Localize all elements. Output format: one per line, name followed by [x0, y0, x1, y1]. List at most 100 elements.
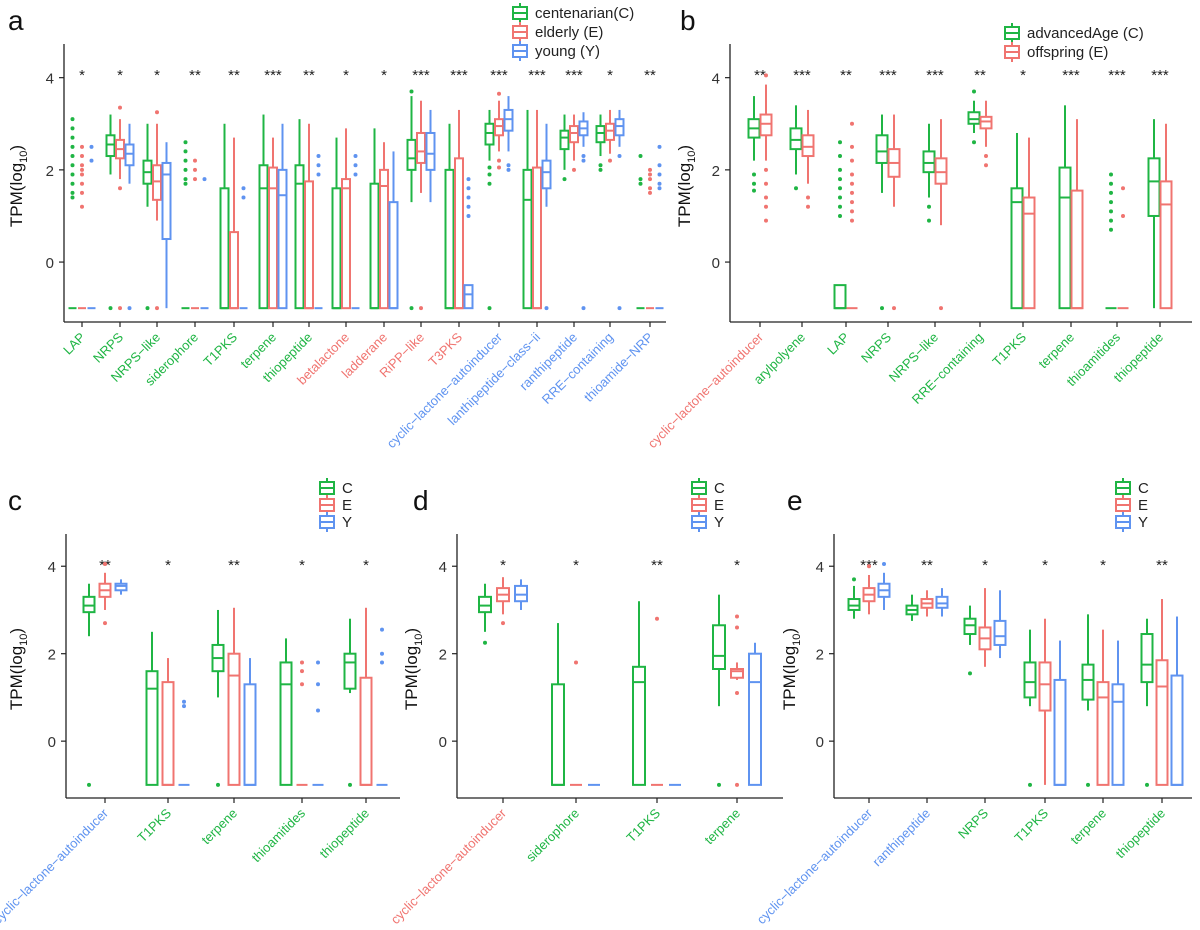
outlier-point [70, 144, 75, 149]
box-body [406, 138, 417, 171]
significance-label: ** [228, 67, 240, 84]
outlier-point [70, 195, 75, 200]
boxplot-blue [87, 144, 96, 310]
outlier-point [183, 181, 188, 186]
box-body [1147, 157, 1161, 217]
outlier-point [984, 154, 988, 159]
outlier-point [466, 204, 471, 209]
outlier-point [838, 204, 842, 209]
panel-letter: e [787, 485, 803, 516]
outlier-point [655, 616, 659, 621]
outlier-point [487, 172, 492, 177]
outlier-point [598, 163, 603, 168]
box-body [922, 150, 936, 174]
box-body [789, 127, 803, 151]
significance-label: ** [1156, 557, 1168, 574]
outlier-point [806, 204, 810, 209]
outlier-point [70, 117, 75, 122]
outlier-point [838, 167, 842, 172]
boxplot-green [145, 631, 159, 786]
boxplot-red [605, 109, 615, 163]
outlier-point [118, 186, 122, 191]
boxplot-green [279, 638, 293, 786]
boxplot-red [341, 128, 351, 310]
boxplot-green [522, 109, 533, 310]
outlier-point [657, 181, 662, 186]
boxplot-blue [200, 177, 209, 310]
category-label: cyclic−lactone−autoinducer [0, 805, 112, 927]
box-body [979, 115, 993, 130]
outlier-point [80, 144, 84, 149]
y-axis-label-main: TPM(log [7, 646, 26, 710]
outlier-point [850, 172, 854, 177]
boxplot-red [569, 114, 579, 172]
y-axis-label-subscript: 10 [686, 151, 698, 163]
outlier-point [1145, 782, 1149, 787]
box-body [227, 652, 241, 786]
outlier-point [80, 204, 84, 209]
box-body [444, 168, 455, 310]
boxplot-red [296, 660, 308, 786]
significance-label: ** [754, 67, 766, 84]
boxplot-red [98, 562, 112, 626]
significance-label: * [79, 67, 85, 84]
outlier-point [316, 708, 320, 713]
legend-label: elderly (E) [535, 24, 603, 41]
outlier-point [752, 188, 756, 193]
outlier-point [598, 167, 603, 172]
category-label: T1PKS [134, 805, 174, 845]
outlier-point [764, 167, 768, 172]
box-body [1155, 659, 1169, 786]
box-body [161, 161, 172, 241]
boxplot-blue [351, 154, 360, 310]
boxplot-green [1058, 105, 1072, 310]
outlier-point [735, 691, 739, 696]
legend-label: Y [714, 514, 724, 531]
outlier-point [118, 306, 122, 311]
category-label: LAP [60, 330, 88, 358]
outlier-point [497, 158, 501, 163]
outlier-point [984, 163, 988, 168]
significance-label: * [573, 557, 579, 574]
box-body [1096, 681, 1110, 786]
box-body [1140, 633, 1154, 684]
boxplot-green [219, 123, 230, 310]
legend-label: Y [1138, 514, 1148, 531]
outlier-point [927, 204, 931, 209]
y-tick-label: 4 [48, 559, 56, 576]
y-axis-label-close: ) [7, 628, 26, 634]
box-body [847, 598, 861, 611]
outlier-point [764, 218, 768, 223]
outlier-point [80, 163, 84, 168]
box-body [294, 164, 305, 310]
outlier-point [752, 181, 756, 186]
boxplot-red [304, 123, 314, 310]
y-axis-label-close: ) [402, 628, 421, 634]
panel-letter: d [413, 485, 429, 516]
y-axis-label-close: ) [675, 145, 694, 151]
significance-label: * [1042, 557, 1048, 574]
box-body [1159, 180, 1173, 310]
box-body [331, 187, 342, 310]
boxplot-green [68, 117, 77, 310]
outlier-point [752, 172, 756, 177]
boxplot-green [444, 123, 455, 310]
y-axis-label-subscript: 10 [18, 151, 30, 163]
outlier-point [638, 181, 643, 186]
outlier-point [89, 144, 94, 149]
box-body [454, 157, 464, 310]
boxplot-green [1010, 132, 1024, 310]
significance-label: *** [565, 67, 583, 84]
category-label: thiopeptide [1113, 806, 1169, 862]
box-body [304, 180, 314, 310]
boxplot-red [532, 109, 542, 310]
boxplot-red [887, 114, 901, 311]
y-tick-label: 2 [816, 647, 824, 664]
outlier-point [794, 186, 798, 191]
significance-label: *** [879, 67, 897, 84]
significance-label: * [343, 67, 349, 84]
box-body [114, 582, 128, 592]
boxplot-green [1081, 614, 1095, 787]
category-label: terpene [1067, 806, 1109, 848]
outlier-point [193, 167, 197, 172]
